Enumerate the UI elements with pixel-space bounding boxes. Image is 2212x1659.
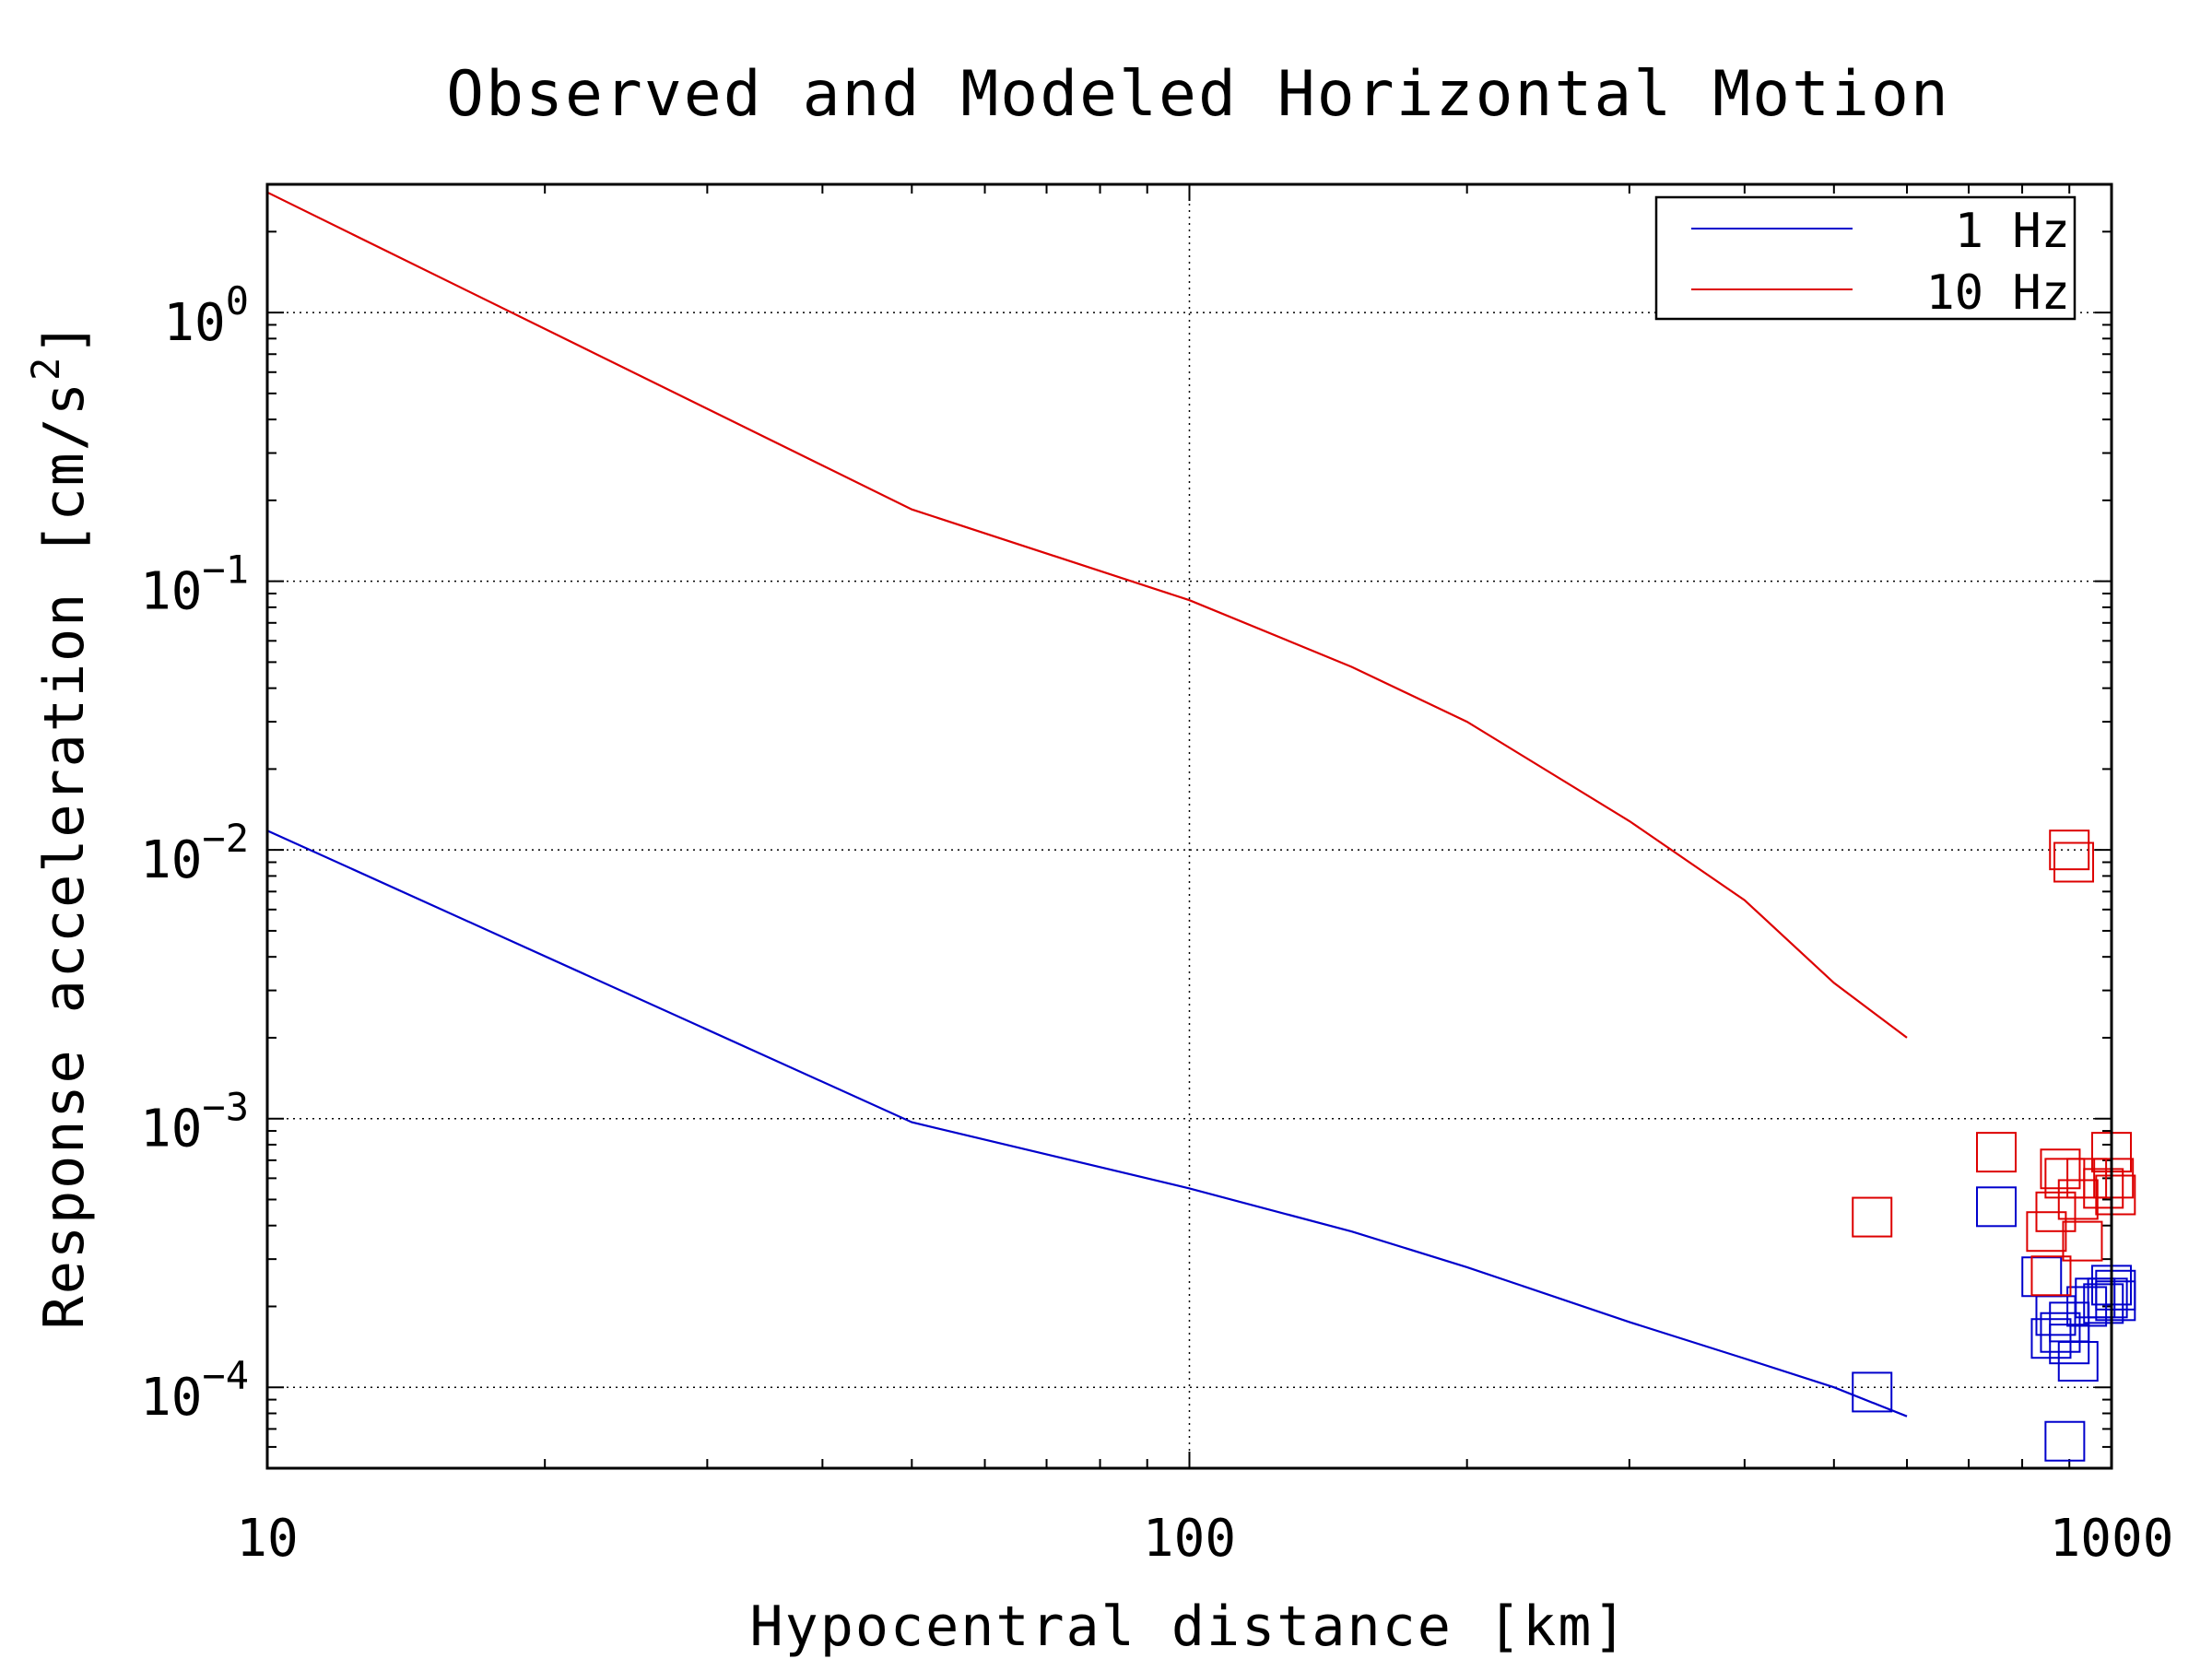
y-tick-base: 10 <box>140 1100 202 1159</box>
observation-marker-1hz <box>2057 1340 2099 1382</box>
y-tick-base: 10 <box>140 1368 202 1428</box>
legend: 1 Hz 10 Hz <box>1654 195 2077 321</box>
series-layer <box>266 191 1908 1418</box>
series-line-1hz <box>266 830 1908 1418</box>
y-tick-base: 10 <box>163 293 225 353</box>
y-axis-label-suffix: ] <box>32 321 97 356</box>
observation-marker-1hz <box>1852 1371 1893 1413</box>
observation-marker-10hz <box>2057 1179 2099 1220</box>
y-tick-label: 10−2 <box>140 816 249 890</box>
observation-marker-10hz <box>2053 841 2095 883</box>
observation-marker-1hz <box>2040 1312 2081 1353</box>
x-tick-label: 100 <box>1143 1509 1236 1569</box>
observation-marker-10hz <box>2095 1174 2136 1216</box>
y-tick-exponent: −3 <box>202 1085 249 1130</box>
x-tick-label: 10 <box>236 1509 298 1569</box>
y-tick-exponent: −4 <box>202 1353 249 1398</box>
y-axis-label-main: Response acceleration [cm/s <box>32 381 97 1329</box>
observation-marker-10hz <box>2083 1168 2124 1209</box>
legend-label-10hz: 10 Hz <box>1925 265 2070 321</box>
observation-marker-1hz <box>2044 1420 2086 1462</box>
observation-marker-1hz <box>2095 1280 2136 1322</box>
observation-marker-10hz <box>1975 1132 2017 1173</box>
chart-title: Observed and Modeled Horizontal Motion <box>446 58 1950 131</box>
y-tick-base: 10 <box>140 830 202 890</box>
x-tick-labels: 10 100 1000 <box>236 1509 2173 1569</box>
legend-box <box>1654 195 2077 321</box>
observation-marker-1hz <box>2049 1324 2090 1365</box>
observation-marker-10hz <box>2093 1158 2135 1199</box>
y-tick-label: 10−3 <box>140 1085 249 1159</box>
observation-marker-1hz <box>2030 1318 2072 1359</box>
legend-label-1hz: 1 Hz <box>1955 204 2070 259</box>
plot-frame <box>265 182 2113 1470</box>
observations-layer <box>1852 830 2136 1462</box>
observation-marker-10hz <box>2030 1255 2072 1297</box>
y-tick-label: 10−4 <box>140 1353 249 1428</box>
observation-marker-10hz <box>2035 1191 2077 1232</box>
y-tick-label: 100 <box>163 278 249 353</box>
observation-marker-10hz <box>2066 1158 2108 1199</box>
y-axis-label-superscript: 2 <box>23 356 68 381</box>
observation-marker-10hz <box>2062 1220 2103 1262</box>
observation-marker-10hz <box>1852 1196 1893 1238</box>
y-tick-exponent: 0 <box>226 278 249 324</box>
y-axis-label: Response acceleration [cm/s2] <box>23 321 97 1330</box>
y-tick-exponent: −2 <box>202 816 249 861</box>
x-tick-label: 1000 <box>2050 1509 2174 1569</box>
observation-marker-10hz <box>2049 830 2090 871</box>
x-axis-label: Hypocentral distance [km] <box>749 1594 1628 1659</box>
observation-marker-1hz <box>1975 1186 2017 1228</box>
observation-marker-1hz <box>2087 1277 2128 1319</box>
observation-marker-1hz <box>2083 1283 2124 1324</box>
y-tick-exponent: −1 <box>202 547 249 593</box>
y-tick-base: 10 <box>140 562 202 622</box>
series-line-10hz <box>266 191 1908 1039</box>
observation-marker-1hz <box>2066 1286 2108 1327</box>
observation-marker-10hz <box>2040 1148 2081 1190</box>
y-tick-label: 10−1 <box>140 547 249 622</box>
